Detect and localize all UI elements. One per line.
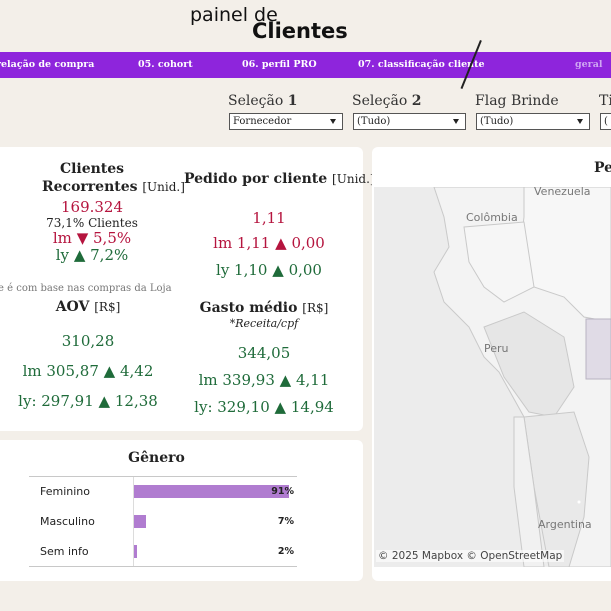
genero-axis [133, 477, 134, 566]
kpi-ly: ly ▲ 7,2% [55, 246, 129, 264]
kpi-ly: ly 1,10 ▲ 0,00 [216, 261, 322, 279]
genero-label-masculino: Masculino [40, 515, 95, 528]
filter-label-flag-brinde: Flag Brinde [475, 93, 559, 109]
triangle-up-icon: ▲ [275, 234, 287, 252]
triangle-up-icon: ▲ [274, 398, 287, 416]
kpi-lm: lm 339,93 ▲ 4,11 [198, 371, 330, 389]
genero-pct-feminino: 91% [271, 486, 294, 497]
triangle-up-icon: ▲ [73, 246, 86, 264]
filter-label-ti: Ti [599, 93, 611, 109]
filter-select-selecao-1[interactable]: Fornecedor [229, 113, 343, 130]
kpi-title: Clientes [59, 161, 125, 177]
kpi-value: 1,11 [252, 209, 286, 227]
genero-label-feminino: Feminino [40, 485, 90, 498]
map-label-colombia: Colômbia [466, 211, 518, 224]
dropdown-arrow-icon [453, 119, 459, 124]
filter-select-value: ( [604, 116, 608, 127]
triangle-up-icon: ▲ [272, 261, 284, 279]
triangle-up-icon: ▲ [98, 392, 111, 410]
map-label-argentina: Argentina [538, 518, 592, 531]
genero-bar-feminino[interactable] [134, 485, 289, 498]
genero-title: Gênero [128, 450, 185, 466]
dropdown-arrow-icon [330, 119, 336, 124]
kpi-sub: 73,1% Clientes [46, 216, 138, 230]
filter-label-selecao-2: Seleção 2 [352, 93, 422, 109]
nav-item-geral[interactable]: geral [575, 59, 603, 70]
map-canvas[interactable] [374, 187, 611, 567]
kpi-clientes-recorrentes: Clientes Recorrentes [Unid.] 169.324 73,… [42, 160, 185, 264]
nav-bar: relação de compra 05. cohort 06. perfil … [0, 52, 611, 78]
kpi-value: 344,05 [237, 344, 291, 362]
kpi-value: 310,28 [61, 332, 115, 350]
dropdown-arrow-icon [577, 119, 583, 124]
kpi-card [0, 147, 363, 431]
genero-pct-masculino: 7% [277, 516, 294, 527]
nav-item-relacao-compra[interactable]: relação de compra [0, 59, 95, 70]
kpi-subtitle: *Receita/cpf [229, 317, 299, 330]
filter-label-selecao-1: Seleção 1 [228, 93, 298, 109]
filter-select-value: (Tudo) [357, 116, 391, 127]
filter-select-value: (Tudo) [480, 116, 514, 127]
kpi-title-line2: Recorrentes [Unid.] [42, 179, 185, 195]
kpi-gasto-medio: Gasto médio [R$] *Receita/cpf 344,05 lm … [184, 299, 344, 416]
nav-item-classificacao-cliente[interactable]: 07. classificação cliente [358, 59, 485, 70]
filter-select-value: Fornecedor [233, 116, 292, 127]
kpi-lm: lm 1,11 ▲ 0,00 [213, 234, 325, 252]
map-attribution[interactable]: © 2025 Mapbox © OpenStreetMap [376, 550, 565, 562]
page-title-big: Clientes [252, 19, 348, 43]
genero-label-sem-info: Sem info [40, 545, 89, 558]
genero-card: Gênero [0, 440, 363, 581]
genero-top-rule [29, 476, 297, 477]
map-label-venezuela: Venezuela [534, 185, 591, 198]
kpi-note: te é com base nas compras da Loja [0, 283, 172, 294]
genero-pct-sem-info: 2% [277, 546, 294, 557]
kpi-title: AOV [R$] [55, 299, 121, 315]
kpi-title: Pedido por cliente [Unid.] [184, 171, 375, 187]
triangle-down-icon: ▼ [76, 229, 89, 247]
map-title: Pe [594, 160, 611, 176]
kpi-aov: AOV [R$] 310,28 lm 305,87 ▲ 4,42 ly: 297… [8, 298, 168, 410]
map-label-peru: Peru [484, 342, 509, 355]
nav-item-cohort[interactable]: 05. cohort [138, 59, 193, 70]
genero-bar-masculino[interactable] [134, 515, 146, 528]
kpi-pedido-por-cliente: Pedido por cliente [Unid.] 1,11 lm 1,11 … [184, 170, 375, 279]
triangle-up-icon: ▲ [103, 362, 116, 380]
kpi-lm: lm 305,87 ▲ 4,42 [22, 362, 154, 380]
filter-select-ti[interactable]: ( [600, 113, 611, 130]
nav-item-perfil-pro[interactable]: 06. perfil PRO [242, 59, 317, 70]
kpi-title: Gasto médio [R$] [199, 300, 329, 316]
kpi-value: 169.324 [60, 198, 124, 216]
map-svg [374, 187, 611, 567]
kpi-ly: ly: 329,10 ▲ 14,94 [194, 398, 334, 416]
filter-select-selecao-2[interactable]: (Tudo) [353, 113, 466, 130]
kpi-ly: ly: 297,91 ▲ 12,38 [18, 392, 158, 410]
triangle-up-icon: ▲ [279, 371, 292, 389]
filter-select-flag-brinde[interactable]: (Tudo) [476, 113, 590, 130]
genero-bottom-rule [29, 566, 297, 567]
kpi-lm: lm ▼ 5,5% [52, 229, 132, 247]
genero-bar-sem-info[interactable] [134, 545, 137, 558]
page-title-small: painel de [190, 4, 278, 26]
